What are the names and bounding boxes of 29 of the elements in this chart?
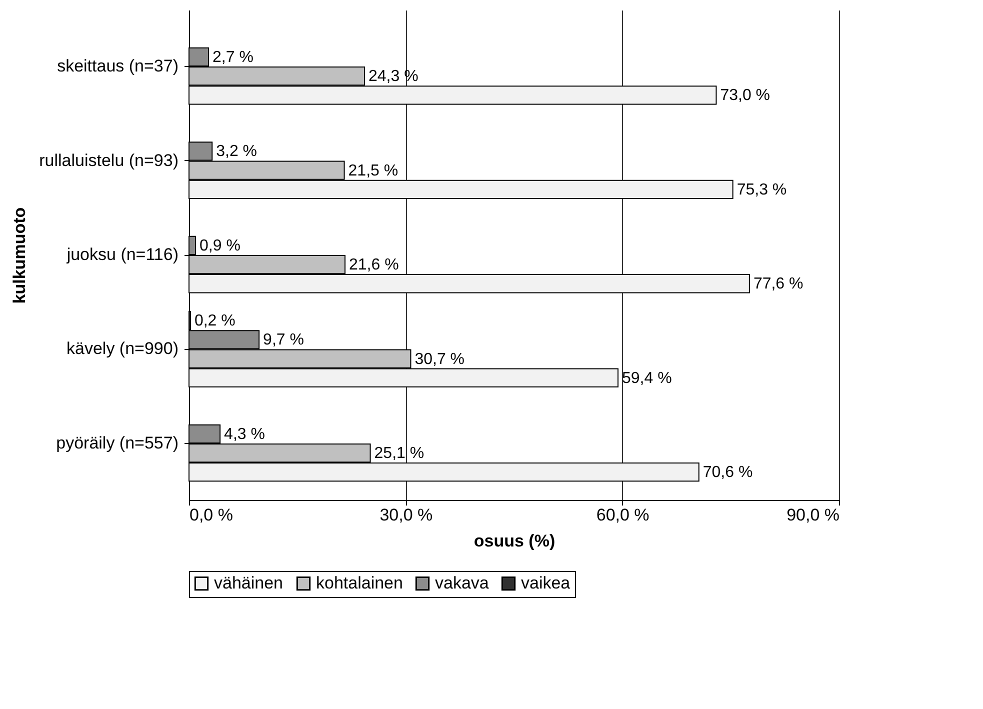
x-tick-label: 0,0 % [190, 506, 233, 524]
data-label: 21,6 % [349, 256, 399, 274]
data-label: 25,1 % [374, 445, 424, 462]
legend-label: vähäinen [214, 574, 284, 593]
data-label: 3,2 % [216, 143, 258, 160]
data-label: 77,6 % [753, 276, 804, 293]
x-tick-label: 90,0 % [786, 506, 840, 524]
data-label: 73,0 % [720, 87, 770, 104]
y-axis-title: kulkumuoto [10, 207, 30, 304]
x-tick-label: 30,0 % [380, 506, 433, 524]
y-tick-label: kävely (n=990) [66, 339, 178, 358]
x-axis-title: osuus (%) [474, 532, 556, 550]
data-label: 21,5 % [348, 162, 398, 180]
data-label: 30,7 % [414, 350, 465, 368]
data-label: 75,3 % [736, 181, 787, 198]
data-label: 0,2 % [194, 312, 236, 330]
data-label: 70,6 % [702, 464, 753, 482]
y-tick-label: skeittaus (n=37) [57, 56, 178, 76]
legend-label: vaikea [521, 574, 571, 593]
y-tick-label: pyöräily (n=557) [56, 433, 178, 452]
x-tick-label: 60,0 % [596, 506, 650, 524]
legend-label: kohtalainen [316, 574, 403, 593]
legend-label: vakava [435, 574, 490, 593]
data-label: 4,3 % [224, 426, 265, 443]
y-tick-label: juoksu (n=116) [66, 245, 178, 264]
data-label: 2,7 % [212, 48, 254, 66]
data-label: 9,7 % [263, 332, 304, 349]
y-tick-label: rullaluistelu (n=93) [39, 150, 178, 170]
data-label: 0,9 % [200, 237, 240, 254]
